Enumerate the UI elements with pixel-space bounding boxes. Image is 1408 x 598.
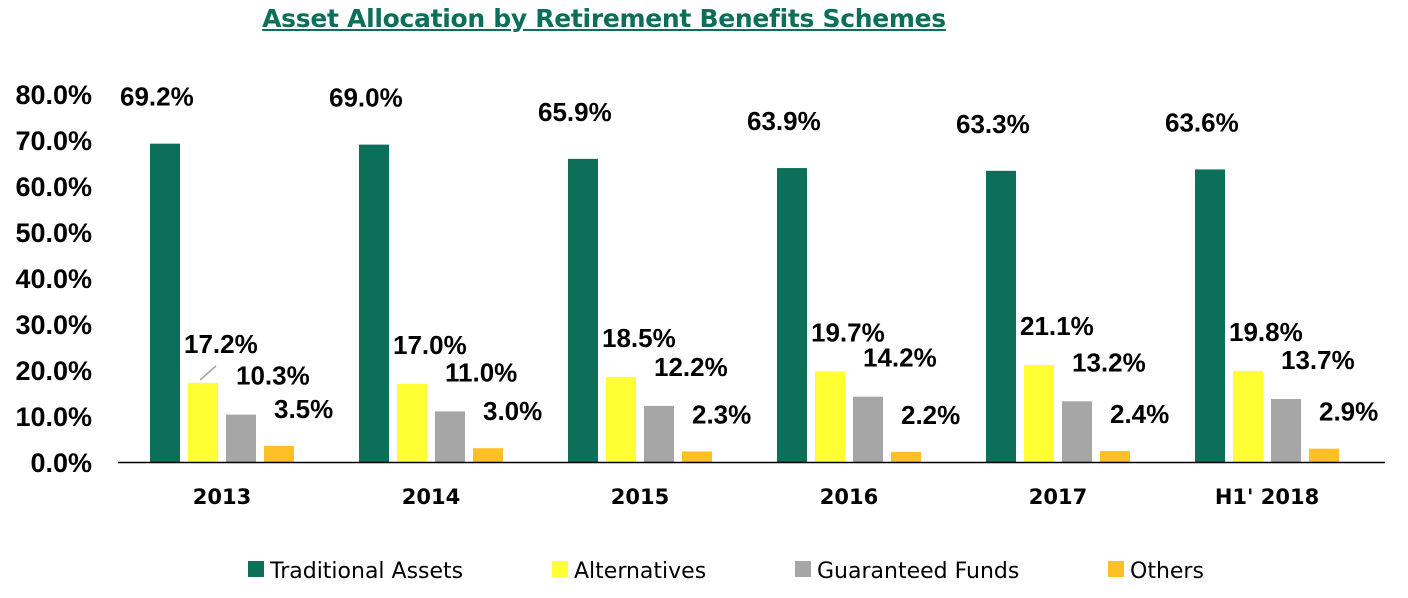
data-label-others: 2.9% — [1319, 397, 1378, 427]
bar-others — [473, 448, 503, 462]
data-label-guaranteed-funds: 12.2% — [654, 352, 728, 382]
x-axis: 2013 2014 2015 2016 2017 H1' 2018 — [193, 485, 1319, 509]
bars — [150, 143, 1339, 463]
y-tick-label: 50.0% — [15, 218, 92, 248]
legend-swatch-others — [1108, 561, 1124, 577]
bar-others — [1309, 448, 1339, 462]
data-label-alternatives: 19.8% — [1229, 317, 1303, 347]
legend-swatch-traditional-assets — [248, 561, 264, 577]
bar-traditional-assets — [150, 143, 180, 462]
bar-others — [682, 451, 712, 462]
data-label-alternatives: 17.0% — [393, 330, 467, 360]
data-label-traditional-assets: 63.3% — [956, 109, 1030, 139]
data-label-others: 2.3% — [692, 399, 751, 429]
y-tick-label: 10.0% — [15, 402, 92, 432]
x-tick-label: 2015 — [611, 485, 669, 509]
y-tick-label: 40.0% — [15, 264, 92, 294]
y-tick-label: 0.0% — [30, 448, 92, 478]
chart-title: Asset Allocation by Retirement Benefits … — [262, 4, 946, 33]
data-label-traditional-assets: 63.6% — [1165, 107, 1239, 137]
y-axis: 0.0% 10.0% 20.0% 30.0% 40.0% 50.0% 60.0% 70.0% 8… — [15, 80, 92, 478]
legend-swatch-guaranteed-funds — [795, 561, 811, 577]
legend-label-traditional-assets: Traditional Assets — [269, 559, 463, 584]
data-label-alternatives: 17.2% — [184, 329, 258, 359]
legend-label-guaranteed-funds: Guaranteed Funds — [817, 559, 1019, 584]
data-label-traditional-assets: 65.9% — [538, 97, 612, 127]
bar-guaranteed-funds — [226, 414, 256, 462]
bar-alternatives — [606, 376, 636, 462]
legend: Traditional Assets Alternatives Guaranteed… — [248, 559, 1204, 584]
bar-alternatives — [1024, 364, 1054, 462]
bar-alternatives — [1233, 370, 1263, 462]
bar-traditional-assets — [986, 170, 1016, 462]
data-label-traditional-assets: 63.9% — [747, 106, 821, 136]
data-label-guaranteed-funds: 13.2% — [1072, 347, 1146, 377]
data-label-guaranteed-funds: 10.3% — [236, 361, 310, 391]
data-label-traditional-assets: 69.0% — [329, 83, 403, 113]
y-tick-label: 60.0% — [15, 172, 92, 202]
bar-guaranteed-funds — [1271, 398, 1301, 462]
x-tick-label: 2017 — [1029, 485, 1087, 509]
data-label-others: 2.2% — [901, 400, 960, 430]
bar-traditional-assets — [359, 144, 389, 462]
data-label-traditional-assets: 69.2% — [120, 82, 194, 112]
leader-line — [199, 365, 217, 381]
x-tick-label: H1' 2018 — [1215, 485, 1319, 509]
x-tick-label: 2013 — [193, 485, 251, 509]
bar-traditional-assets — [1195, 169, 1225, 462]
data-label-guaranteed-funds: 13.7% — [1281, 345, 1355, 375]
legend-label-alternatives: Alternatives — [574, 559, 706, 584]
y-tick-label: 30.0% — [15, 310, 92, 340]
legend-label-others: Others — [1130, 559, 1204, 584]
y-tick-label: 70.0% — [15, 126, 92, 156]
bar-guaranteed-funds — [435, 411, 465, 462]
y-tick-label: 20.0% — [15, 356, 92, 386]
data-label-guaranteed-funds: 11.0% — [445, 357, 517, 387]
data-label-others: 3.0% — [483, 396, 542, 426]
bar-alternatives — [188, 382, 218, 462]
bar-guaranteed-funds — [644, 405, 674, 462]
data-label-alternatives: 21.1% — [1020, 311, 1094, 341]
legend-swatch-alternatives — [552, 561, 568, 577]
data-label-others: 3.5% — [274, 394, 333, 424]
bar-others — [264, 445, 294, 462]
bar-guaranteed-funds — [853, 396, 883, 462]
bar-traditional-assets — [777, 168, 807, 462]
bar-others — [1100, 450, 1130, 462]
bar-others — [891, 451, 921, 462]
data-label-others: 2.4% — [1110, 399, 1169, 429]
y-tick-label: 80.0% — [15, 80, 92, 110]
bar-traditional-assets — [568, 158, 598, 463]
bar-alternatives — [815, 371, 845, 462]
data-label-guaranteed-funds: 14.2% — [863, 343, 937, 373]
data-labels: 69.2% 17.2%10.3%3.5% 69.0% 17.0%11.0% 3.0% 65… — [120, 82, 1378, 430]
bar-guaranteed-funds — [1062, 401, 1092, 462]
data-label-alternatives: 18.5% — [602, 323, 676, 353]
bar-alternatives — [397, 383, 427, 462]
x-tick-label: 2014 — [402, 485, 460, 509]
x-tick-label: 2016 — [820, 485, 878, 509]
data-label-alternatives: 19.7% — [811, 317, 885, 347]
